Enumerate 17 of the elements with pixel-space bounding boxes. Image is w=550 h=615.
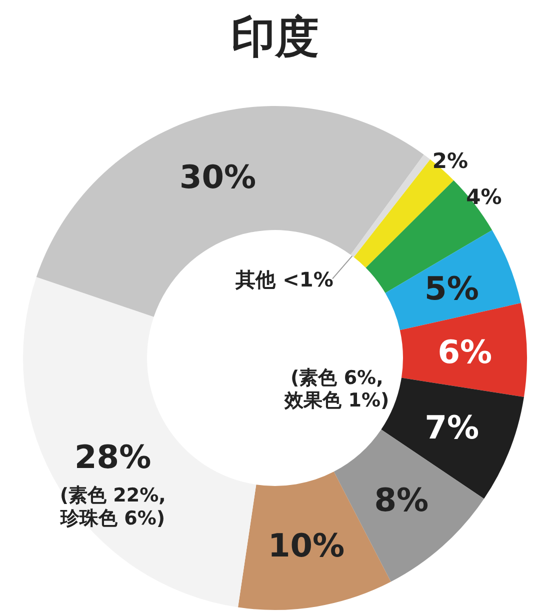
donut-slice xyxy=(36,106,424,317)
data-label: 10% xyxy=(268,526,345,565)
data-label: 5% xyxy=(424,269,479,308)
donut-slice xyxy=(385,230,521,330)
data-label: 2% xyxy=(432,148,468,173)
text: (素色 6%, 效果色 1%) xyxy=(284,366,390,412)
data-label: 8% xyxy=(374,481,429,520)
data-label: 4% xyxy=(466,185,502,210)
text: (素色 22%, 珍珠色 6%) xyxy=(60,484,166,530)
chart-title: 印度 xyxy=(231,12,319,63)
data-label: 7% xyxy=(424,408,480,447)
data-label: 28% xyxy=(74,438,152,476)
slice-label: 其他 <1% xyxy=(234,268,334,292)
data-label: 6% xyxy=(438,333,492,372)
donut-slice xyxy=(400,303,527,397)
donut-slice xyxy=(350,154,430,258)
data-label: 30% xyxy=(180,158,256,196)
